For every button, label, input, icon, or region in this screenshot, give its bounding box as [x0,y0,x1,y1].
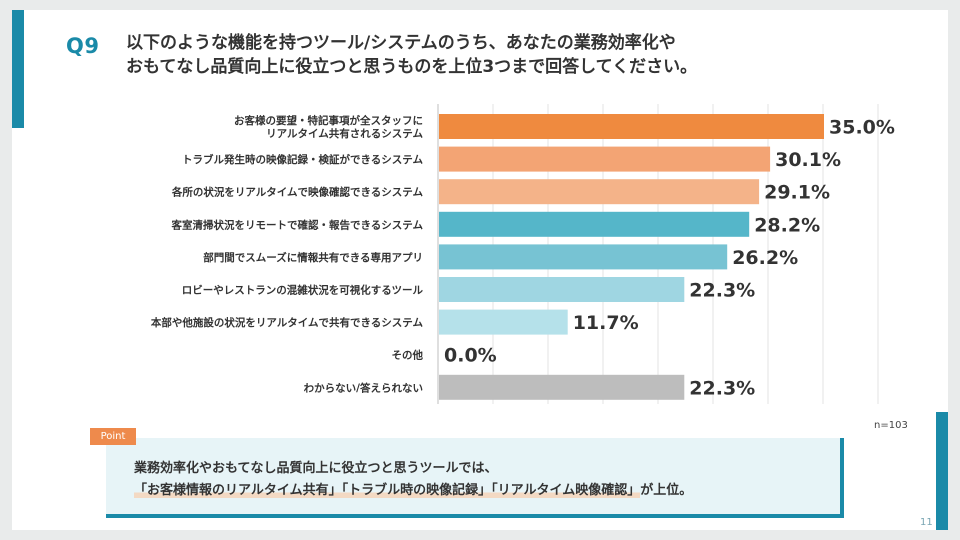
bar [439,179,760,205]
bar [439,114,824,139]
point-box [106,438,844,518]
category-label: お客様の要望・特記事項が全スタッフに [234,114,423,127]
data-label: 0.0% [444,345,497,367]
bar [439,146,771,172]
data-label: 22.3% [689,377,755,399]
point-line2-tail: が上位。 [640,483,693,498]
point-text: 業務効率化やおもてなし品質向上に役立つと思うツールでは、 「お客様情報のリアルタ… [134,458,814,502]
category-label: 本部や他施設の状況をリアルタイムで共有できるシステム [151,316,424,329]
data-label: 22.3% [689,280,755,302]
category-label: 客室清掃状況をリモートで確認・報告できるシステム [171,218,424,231]
bar [439,211,750,237]
data-label: 28.2% [754,214,820,236]
data-label: 30.1% [775,149,841,171]
data-label: 35.0% [829,117,895,139]
bar [439,374,685,400]
question-title-line1: 以下のような機能を持つツール/システムのうち、あなたの業務効率化や [126,33,676,53]
point-highlight: 「お客様情報のリアルタイム共有」「トラブル時の映像記録」「リアルタイム映像確認」 [134,483,641,498]
point-tag: Point [90,428,136,445]
page-number: 11 [920,517,933,528]
data-label: 29.1% [764,182,830,204]
bar [439,277,685,302]
point-line1: 業務効率化やおもてなし品質向上に役立つと思うツールでは、 [134,461,498,476]
question-title-line2: おもてなし品質向上に役立つと思うものを上位3つまで回答してください。 [126,57,698,77]
category-label: 各所の状況をリアルタイムで映像確認できるシステム [171,186,424,199]
question-title: 以下のような機能を持つツール/システムのうち、あなたの業務効率化や おもてなし品… [126,31,826,79]
category-label: 部門間でスムーズに情報共有できる専用アプリ [203,251,423,264]
sample-size-label: n=103 [874,420,908,431]
category-label: リアルタイム共有されるシステム [266,127,423,140]
question-number: Q9 [66,34,100,58]
category-label: トラブル発生時の映像記録・検証ができるシステム [182,153,423,166]
category-label: その他 [392,349,424,362]
corner-accent-top-left [12,10,24,128]
data-label: 26.2% [732,247,798,269]
point-line2: 「お客様情報のリアルタイム共有」「トラブル時の映像記録」「リアルタイム映像確認」… [134,480,814,502]
bar [439,244,728,270]
bar [439,309,568,335]
corner-accent-bottom-right [936,412,948,530]
data-label: 11.7% [573,312,639,334]
category-label: ロビーやレストランの混雑状況を可視化するツール [182,284,424,297]
category-label: わからない/答えられない [304,381,423,394]
